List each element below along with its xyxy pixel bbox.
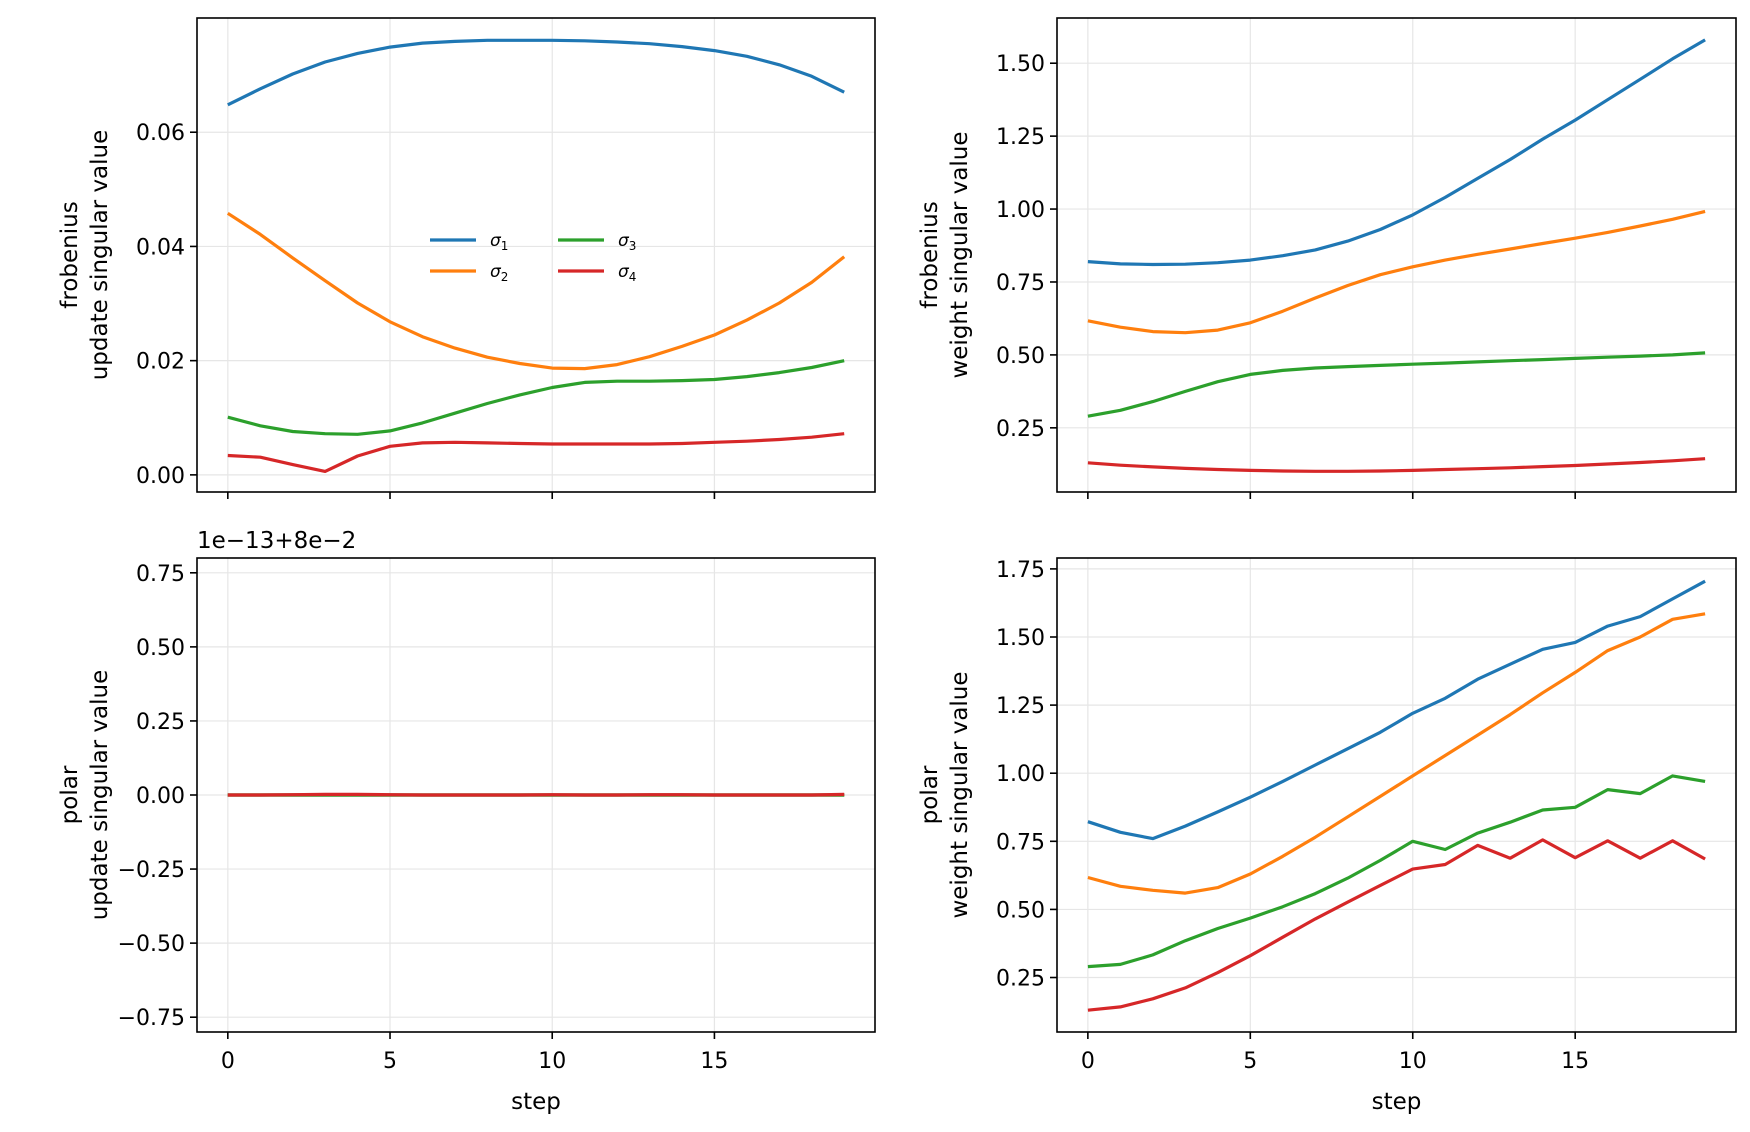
y-axis-label: frobenius update singular value [57, 130, 113, 381]
y-tick-label: 1.25 [996, 125, 1045, 150]
axes-frame [196, 17, 876, 493]
y-tick-label: −0.25 [118, 858, 185, 883]
x-tick-label: 0 [1081, 1049, 1095, 1074]
y-tick-label: 0.50 [996, 344, 1045, 369]
y-tick-label: 1.50 [996, 626, 1045, 651]
series-line-1 [1087, 38, 1706, 267]
chart-panel-frobenius-weight: 0.25 0.50 0.75 1.00 1.25 1.50 frobenius weight … [917, 17, 1737, 499]
x-axis-label: step [511, 1089, 561, 1115]
series-line-4 [1087, 838, 1706, 1012]
axis-offset-label: 1e−13+8e−2 [197, 528, 356, 554]
chart-panel-polar-update: 0 5 10 15 −0.75 −0.50 −0.25 0.00 0.25 0.50 0.75 pol… [57, 528, 876, 1115]
series-line-3 [1087, 351, 1706, 418]
series-line-3 [1087, 774, 1706, 969]
series-line-4 [227, 792, 845, 797]
y-tick-label: 0.75 [136, 562, 185, 587]
chart-panel-frobenius-update: 0.00 0.02 0.04 0.06 frobenius update singular… [57, 17, 876, 499]
x-axis-label: step [1372, 1089, 1422, 1115]
legend-label: σ4 [618, 262, 636, 284]
series-line-2 [1087, 612, 1706, 895]
x-tick-label: 15 [1561, 1049, 1589, 1074]
y-tick-label: 0.50 [996, 898, 1045, 923]
y-tick-label: 0.75 [996, 271, 1045, 296]
series-line-1 [1087, 579, 1706, 841]
y-tick-label: 1.00 [996, 762, 1045, 787]
x-tick-label: 5 [1243, 1049, 1257, 1074]
legend: σ1 σ2 σ3 σ4 [430, 231, 636, 284]
series-line-4 [227, 432, 845, 473]
series-line-3 [227, 359, 845, 436]
y-axis-label: polar update singular value [57, 670, 113, 921]
y-axis-label: frobenius weight singular value [917, 131, 973, 378]
y-tick-label: 1.25 [996, 694, 1045, 719]
y-tick-label: −0.50 [118, 932, 185, 957]
x-tick-label: 10 [538, 1049, 566, 1074]
y-tick-label: 0.06 [136, 121, 185, 146]
grid [197, 18, 875, 492]
axes-frame [1056, 17, 1737, 493]
x-tick-label: 5 [383, 1049, 397, 1074]
x-tick-label: 10 [1399, 1049, 1427, 1074]
x-tick-label: 15 [700, 1049, 728, 1074]
y-tick-label: 0.00 [136, 464, 185, 489]
y-tick-label: 0.00 [136, 784, 185, 809]
series-line-1 [227, 38, 845, 107]
series-line-2 [226, 211, 846, 371]
y-tick-label: 0.25 [996, 417, 1045, 442]
y-tick-label: 0.50 [136, 636, 185, 661]
grid [1057, 558, 1736, 1032]
y-tick-label: 0.25 [136, 710, 185, 735]
y-tick-label: 0.25 [996, 967, 1045, 992]
y-axis-label: polar weight singular value [917, 671, 973, 918]
y-tick-label: 1.50 [996, 52, 1045, 77]
x-tick-label: 0 [221, 1049, 235, 1074]
series-line-4 [1087, 457, 1706, 473]
axes-frame [1056, 557, 1737, 1033]
legend-label: σ2 [490, 262, 508, 284]
legend-label: σ3 [618, 231, 636, 253]
y-tick-label: 0.75 [996, 830, 1045, 855]
chart-panel-polar-weight: 0 5 10 15 0.25 0.50 0.75 1.00 1.25 1.50 1.75 polar w… [917, 557, 1737, 1115]
y-tick-label: 0.02 [136, 350, 185, 375]
y-tick-label: 0.04 [136, 235, 185, 260]
legend-label: σ1 [490, 231, 508, 253]
y-tick-label: 1.75 [996, 558, 1045, 583]
y-tick-label: 1.00 [996, 198, 1045, 223]
grid [1057, 18, 1736, 492]
series-line-2 [1087, 209, 1706, 335]
y-tick-label: −0.75 [118, 1006, 185, 1031]
